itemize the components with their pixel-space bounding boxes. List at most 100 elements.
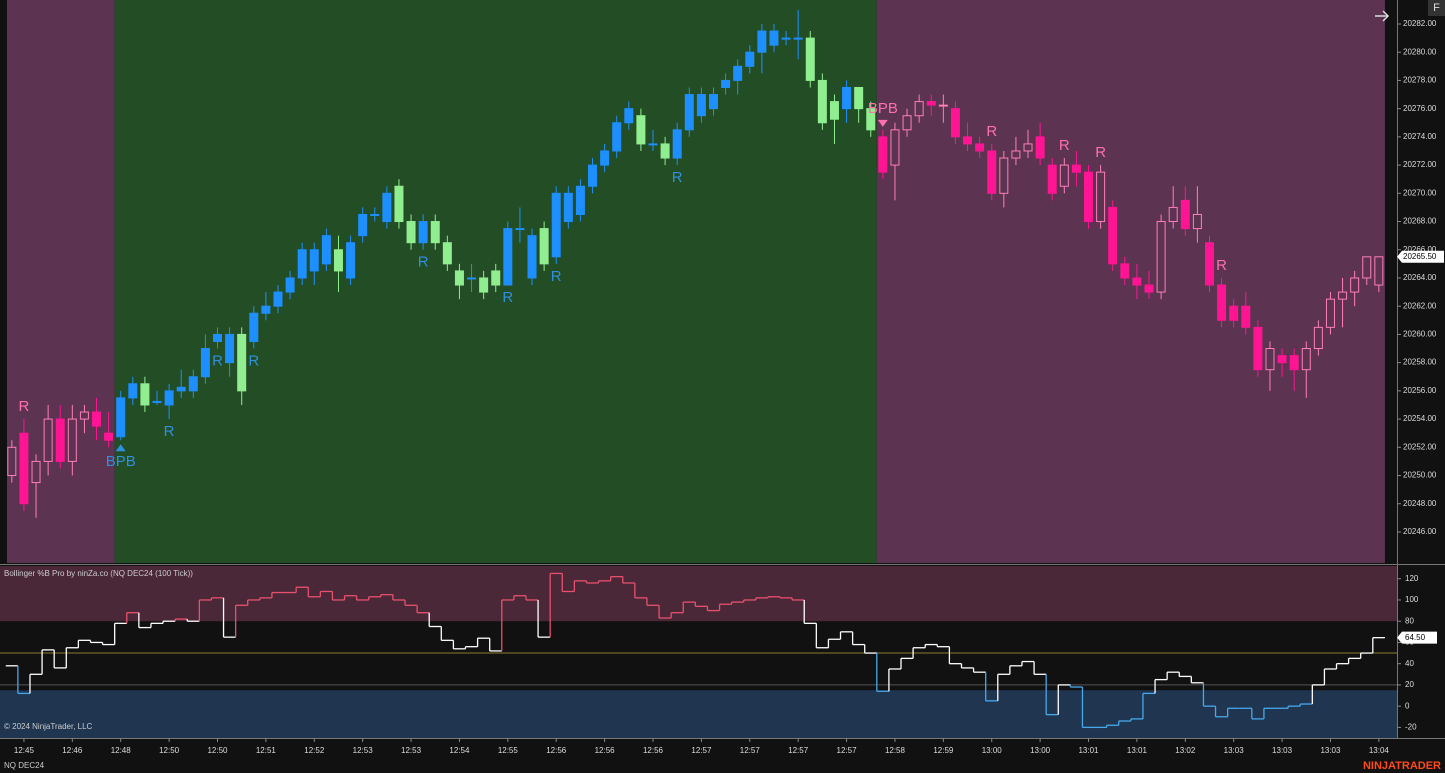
button-label[interactable]: F <box>1433 2 1440 14</box>
y-tick-label: 20260.00 <box>1403 330 1437 339</box>
candle-body <box>926 101 936 106</box>
candle-body <box>225 333 235 364</box>
signal-label: R <box>672 169 683 186</box>
candle-body <box>648 143 658 146</box>
candle-body <box>708 94 718 110</box>
candle-body <box>902 115 912 131</box>
candle-body <box>551 192 561 258</box>
arrow-icon[interactable] <box>1375 10 1390 22</box>
candle-body <box>67 418 77 462</box>
y-tick-label: 20254.00 <box>1403 414 1437 423</box>
candle-body <box>394 185 404 223</box>
candle-body <box>1192 213 1202 230</box>
candle-body <box>358 213 368 237</box>
candle-body <box>92 411 102 427</box>
x-tick-label: 13:01 <box>1078 746 1099 755</box>
candle-body <box>842 86 852 110</box>
candle-body <box>176 386 186 392</box>
candle-body <box>1313 326 1323 350</box>
candle-body <box>1047 164 1057 194</box>
candle-body <box>164 390 174 406</box>
candle-body <box>237 333 247 392</box>
x-tick-label: 12:56 <box>595 746 616 755</box>
candle-body <box>382 192 392 223</box>
candle-body <box>975 143 985 152</box>
candle-body <box>285 277 295 293</box>
y-tick-label: 20278.00 <box>1403 76 1437 85</box>
x-tick-label: 13:00 <box>982 746 1003 755</box>
x-tick-label: 12:45 <box>14 746 35 755</box>
x-tick-label: 12:56 <box>643 746 664 755</box>
y-tick-label: 20282.00 <box>1403 19 1437 28</box>
candle-body <box>624 108 634 124</box>
button-box[interactable] <box>1428 0 1445 16</box>
candle-body <box>938 104 948 107</box>
signal-label: R <box>986 123 997 140</box>
candle-body <box>1144 284 1154 293</box>
y-tick-label: 20270.00 <box>1403 188 1437 197</box>
y-tick-label: 20272.00 <box>1403 160 1437 169</box>
candle-body <box>600 150 610 166</box>
y-tick-label: 20276.00 <box>1403 104 1437 113</box>
candle-body <box>212 333 222 342</box>
candle-body <box>1289 355 1299 371</box>
candle-body <box>1132 277 1142 286</box>
candle-body <box>43 418 53 462</box>
y-tick-label: 20 <box>1405 680 1414 689</box>
y-tick-label: 120 <box>1405 574 1419 583</box>
last-price-box <box>1397 250 1444 263</box>
candle-body <box>914 101 924 117</box>
candle-body <box>1253 326 1263 371</box>
candle-body <box>55 418 65 462</box>
signal-label: R <box>1059 137 1070 154</box>
candle-body <box>140 383 150 406</box>
y-tick-label: 20266.00 <box>1403 245 1437 254</box>
candle-body <box>152 400 162 403</box>
candle-body <box>866 108 876 131</box>
candle-body <box>7 446 17 477</box>
candle-body <box>636 115 646 145</box>
candle-body <box>297 249 307 279</box>
x-tick-label: 13:03 <box>1272 746 1293 755</box>
candle-body <box>745 51 755 67</box>
candle-body <box>1180 199 1190 230</box>
candle-body <box>733 65 743 81</box>
candle-body <box>781 37 791 40</box>
candle-body <box>1229 305 1239 321</box>
candle-body <box>104 432 114 441</box>
candle-body <box>31 460 41 484</box>
y-tick-label: 20256.00 <box>1403 386 1437 395</box>
signal-label: BPB <box>868 100 898 117</box>
y-tick-label: 20280.00 <box>1403 47 1437 56</box>
x-tick-label: 12:46 <box>62 746 83 755</box>
candle-body <box>684 94 694 131</box>
signal-label: R <box>19 398 30 415</box>
arrow-head <box>1382 10 1390 22</box>
candle-body <box>346 242 356 279</box>
candle-body <box>1338 291 1348 300</box>
x-tick-label: 12:57 <box>740 746 761 755</box>
signal-label: R <box>1095 144 1106 161</box>
candle-body <box>1059 164 1069 187</box>
signal-label: R <box>248 352 259 369</box>
candle-body <box>878 136 888 173</box>
y-tick-label: 20274.00 <box>1403 132 1437 141</box>
candle-body <box>128 383 138 399</box>
x-tick-label: 12:48 <box>111 746 132 755</box>
signal-label: R <box>164 423 175 440</box>
x-tick-label: 13:04 <box>1369 746 1390 755</box>
candle-body <box>79 411 89 420</box>
lower-band <box>0 690 1397 738</box>
region-left-edge <box>0 0 7 563</box>
candle-body <box>309 249 319 272</box>
candle-body <box>1023 143 1033 152</box>
y-tick-label: 20262.00 <box>1403 301 1437 310</box>
candle-body <box>1204 242 1214 286</box>
candle-body <box>672 129 682 159</box>
region <box>876 0 1385 563</box>
x-tick-label: 12:50 <box>207 746 228 755</box>
candle-body <box>1084 171 1094 223</box>
candle-body <box>491 270 501 286</box>
candle-body <box>467 277 477 280</box>
